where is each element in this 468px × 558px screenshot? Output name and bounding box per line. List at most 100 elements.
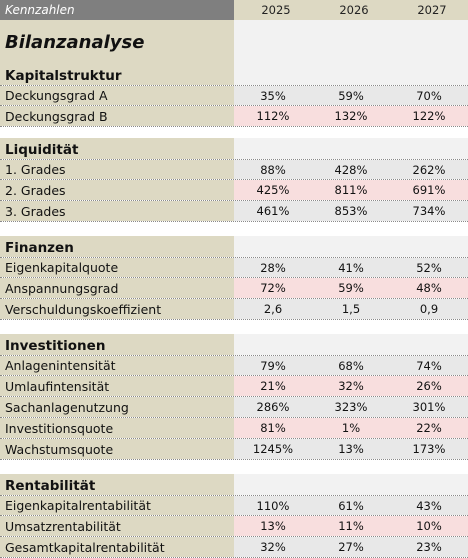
section-title[interactable]: Investitionen [0, 334, 234, 355]
row-value-cells: 1245% 13% 173% [234, 439, 468, 459]
value-cell[interactable]: 132% [334, 109, 368, 123]
value-cell[interactable]: 59% [338, 281, 364, 295]
section-header: Kapitalstruktur [0, 64, 468, 85]
table-row: 1. Grades 88% 428% 262% [0, 159, 468, 180]
row-value-cells: 35% 59% 70% [234, 86, 468, 105]
value-cell[interactable]: 23% [416, 540, 442, 554]
row-label-cell[interactable]: 1. Grades [0, 160, 234, 179]
row-label-cell[interactable]: Umsatzrentabilität [0, 516, 234, 536]
table-row: Anlagenintensität 79% 68% 74% [0, 355, 468, 376]
value-cell[interactable]: 68% [338, 358, 364, 373]
row-label-cell[interactable]: Wachstumsquote [0, 439, 234, 459]
value-cell[interactable]: 0,9 [419, 302, 439, 316]
value-cell[interactable]: 13% [338, 442, 364, 456]
value-cell[interactable]: 48% [416, 281, 442, 295]
value-cell[interactable]: 461% [256, 204, 290, 218]
value-cell[interactable]: 811% [334, 183, 368, 197]
table-row: Eigenkapitalquote 28% 41% 52% [0, 257, 468, 278]
section-empty-cells [234, 64, 468, 85]
value-cell[interactable]: 1,5 [341, 302, 361, 316]
section-empty-cells [234, 236, 468, 257]
value-cell[interactable]: 853% [334, 204, 368, 218]
value-cell[interactable]: 27% [338, 540, 364, 554]
row-label-cell[interactable]: Eigenkapitalrentabilität [0, 496, 234, 515]
value-cell[interactable]: 26% [416, 379, 442, 393]
row-value-cells: 425% 811% 691% [234, 180, 468, 200]
row-label-cell[interactable]: Anspannungsgrad [0, 278, 234, 298]
row-value-cells: 112% 132% 122% [234, 106, 468, 126]
header-years: 2025 2026 2027 [234, 0, 468, 20]
row-label-cell[interactable]: Deckungsgrad B [0, 106, 234, 126]
page-title[interactable]: Bilanzanalyse [0, 20, 234, 64]
value-cell[interactable]: 428% [334, 162, 368, 177]
value-cell[interactable]: 79% [260, 358, 286, 373]
value-cell[interactable]: 72% [260, 281, 286, 295]
value-cell[interactable]: 262% [412, 162, 446, 177]
value-cell[interactable]: 13% [260, 519, 286, 533]
value-cell[interactable]: 1245% [252, 442, 294, 456]
value-cell[interactable]: 173% [412, 442, 446, 456]
header-row: Kennzahlen 2025 2026 2027 [0, 0, 468, 20]
value-cell[interactable]: 286% [256, 400, 290, 414]
value-cell[interactable]: 52% [416, 260, 442, 275]
value-cell[interactable]: 110% [256, 498, 290, 513]
value-cell[interactable]: 323% [334, 400, 368, 414]
table-row: Deckungsgrad A 35% 59% 70% [0, 85, 468, 106]
value-cell[interactable]: 35% [260, 88, 286, 103]
row-label-cell[interactable]: Gesamtkapitalrentabilität [0, 537, 234, 557]
row-label-cell[interactable]: 2. Grades [0, 180, 234, 200]
section-title[interactable]: Kapitalstruktur [0, 64, 234, 85]
value-cell[interactable]: 691% [412, 183, 446, 197]
row-label-cell[interactable]: Umlaufintensität [0, 376, 234, 396]
table-row: Eigenkapitalrentabilität 110% 61% 43% [0, 495, 468, 516]
value-cell[interactable]: 112% [256, 109, 290, 123]
row-label-cell[interactable]: Deckungsgrad A [0, 86, 234, 105]
section-title[interactable]: Liquidität [0, 138, 234, 159]
row-value-cells: 110% 61% 43% [234, 496, 468, 515]
row-value-cells: 32% 27% 23% [234, 537, 468, 557]
value-cell[interactable]: 59% [338, 88, 364, 103]
table-row: Investitionsquote 81% 1% 22% [0, 418, 468, 439]
row-label-cell[interactable]: Anlagenintensität [0, 356, 234, 375]
value-cell[interactable]: 734% [412, 204, 446, 218]
row-label-cell[interactable]: 3. Grades [0, 201, 234, 221]
row-label-cell[interactable]: Investitionsquote [0, 418, 234, 438]
value-cell[interactable]: 301% [412, 400, 446, 414]
value-cell[interactable]: 32% [338, 379, 364, 393]
value-cell[interactable]: 88% [260, 162, 286, 177]
row-value-cells: 88% 428% 262% [234, 160, 468, 179]
year-header-cell[interactable]: 2027 [417, 3, 447, 17]
table-row: Sachanlagenutzung 286% 323% 301% [0, 397, 468, 418]
value-cell[interactable]: 122% [412, 109, 446, 123]
value-cell[interactable]: 1% [341, 421, 361, 435]
row-value-cells: 81% 1% 22% [234, 418, 468, 438]
section-empty-cells [234, 474, 468, 495]
value-cell[interactable]: 81% [260, 421, 286, 435]
value-cell[interactable]: 32% [260, 540, 286, 554]
value-cell[interactable]: 10% [416, 519, 442, 533]
section-title[interactable]: Finanzen [0, 236, 234, 257]
section-title[interactable]: Rentabilität [0, 474, 234, 495]
row-label-cell[interactable]: Eigenkapitalquote [0, 258, 234, 277]
value-cell[interactable]: 2,6 [263, 302, 283, 316]
header-label-cell[interactable]: Kennzahlen [0, 0, 234, 20]
value-cell[interactable]: 41% [338, 260, 364, 275]
value-cell[interactable]: 61% [338, 498, 364, 513]
row-label-cell[interactable]: Verschuldungskoeffizient [0, 299, 234, 319]
row-value-cells: 72% 59% 48% [234, 278, 468, 298]
year-header-cell[interactable]: 2026 [339, 3, 369, 17]
table-row: Umsatzrentabilität 13% 11% 10% [0, 516, 468, 537]
value-cell[interactable]: 11% [338, 519, 364, 533]
value-cell[interactable]: 21% [260, 379, 286, 393]
table-row: Anspannungsgrad 72% 59% 48% [0, 278, 468, 299]
value-cell[interactable]: 425% [256, 183, 290, 197]
section-header: Liquidität [0, 138, 468, 159]
value-cell[interactable]: 22% [416, 421, 442, 435]
value-cell[interactable]: 43% [416, 498, 442, 513]
year-header-cell[interactable]: 2025 [261, 3, 291, 17]
row-value-cells: 21% 32% 26% [234, 376, 468, 396]
row-label-cell[interactable]: Sachanlagenutzung [0, 397, 234, 417]
value-cell[interactable]: 28% [260, 260, 286, 275]
value-cell[interactable]: 70% [416, 88, 442, 103]
value-cell[interactable]: 74% [416, 358, 442, 373]
